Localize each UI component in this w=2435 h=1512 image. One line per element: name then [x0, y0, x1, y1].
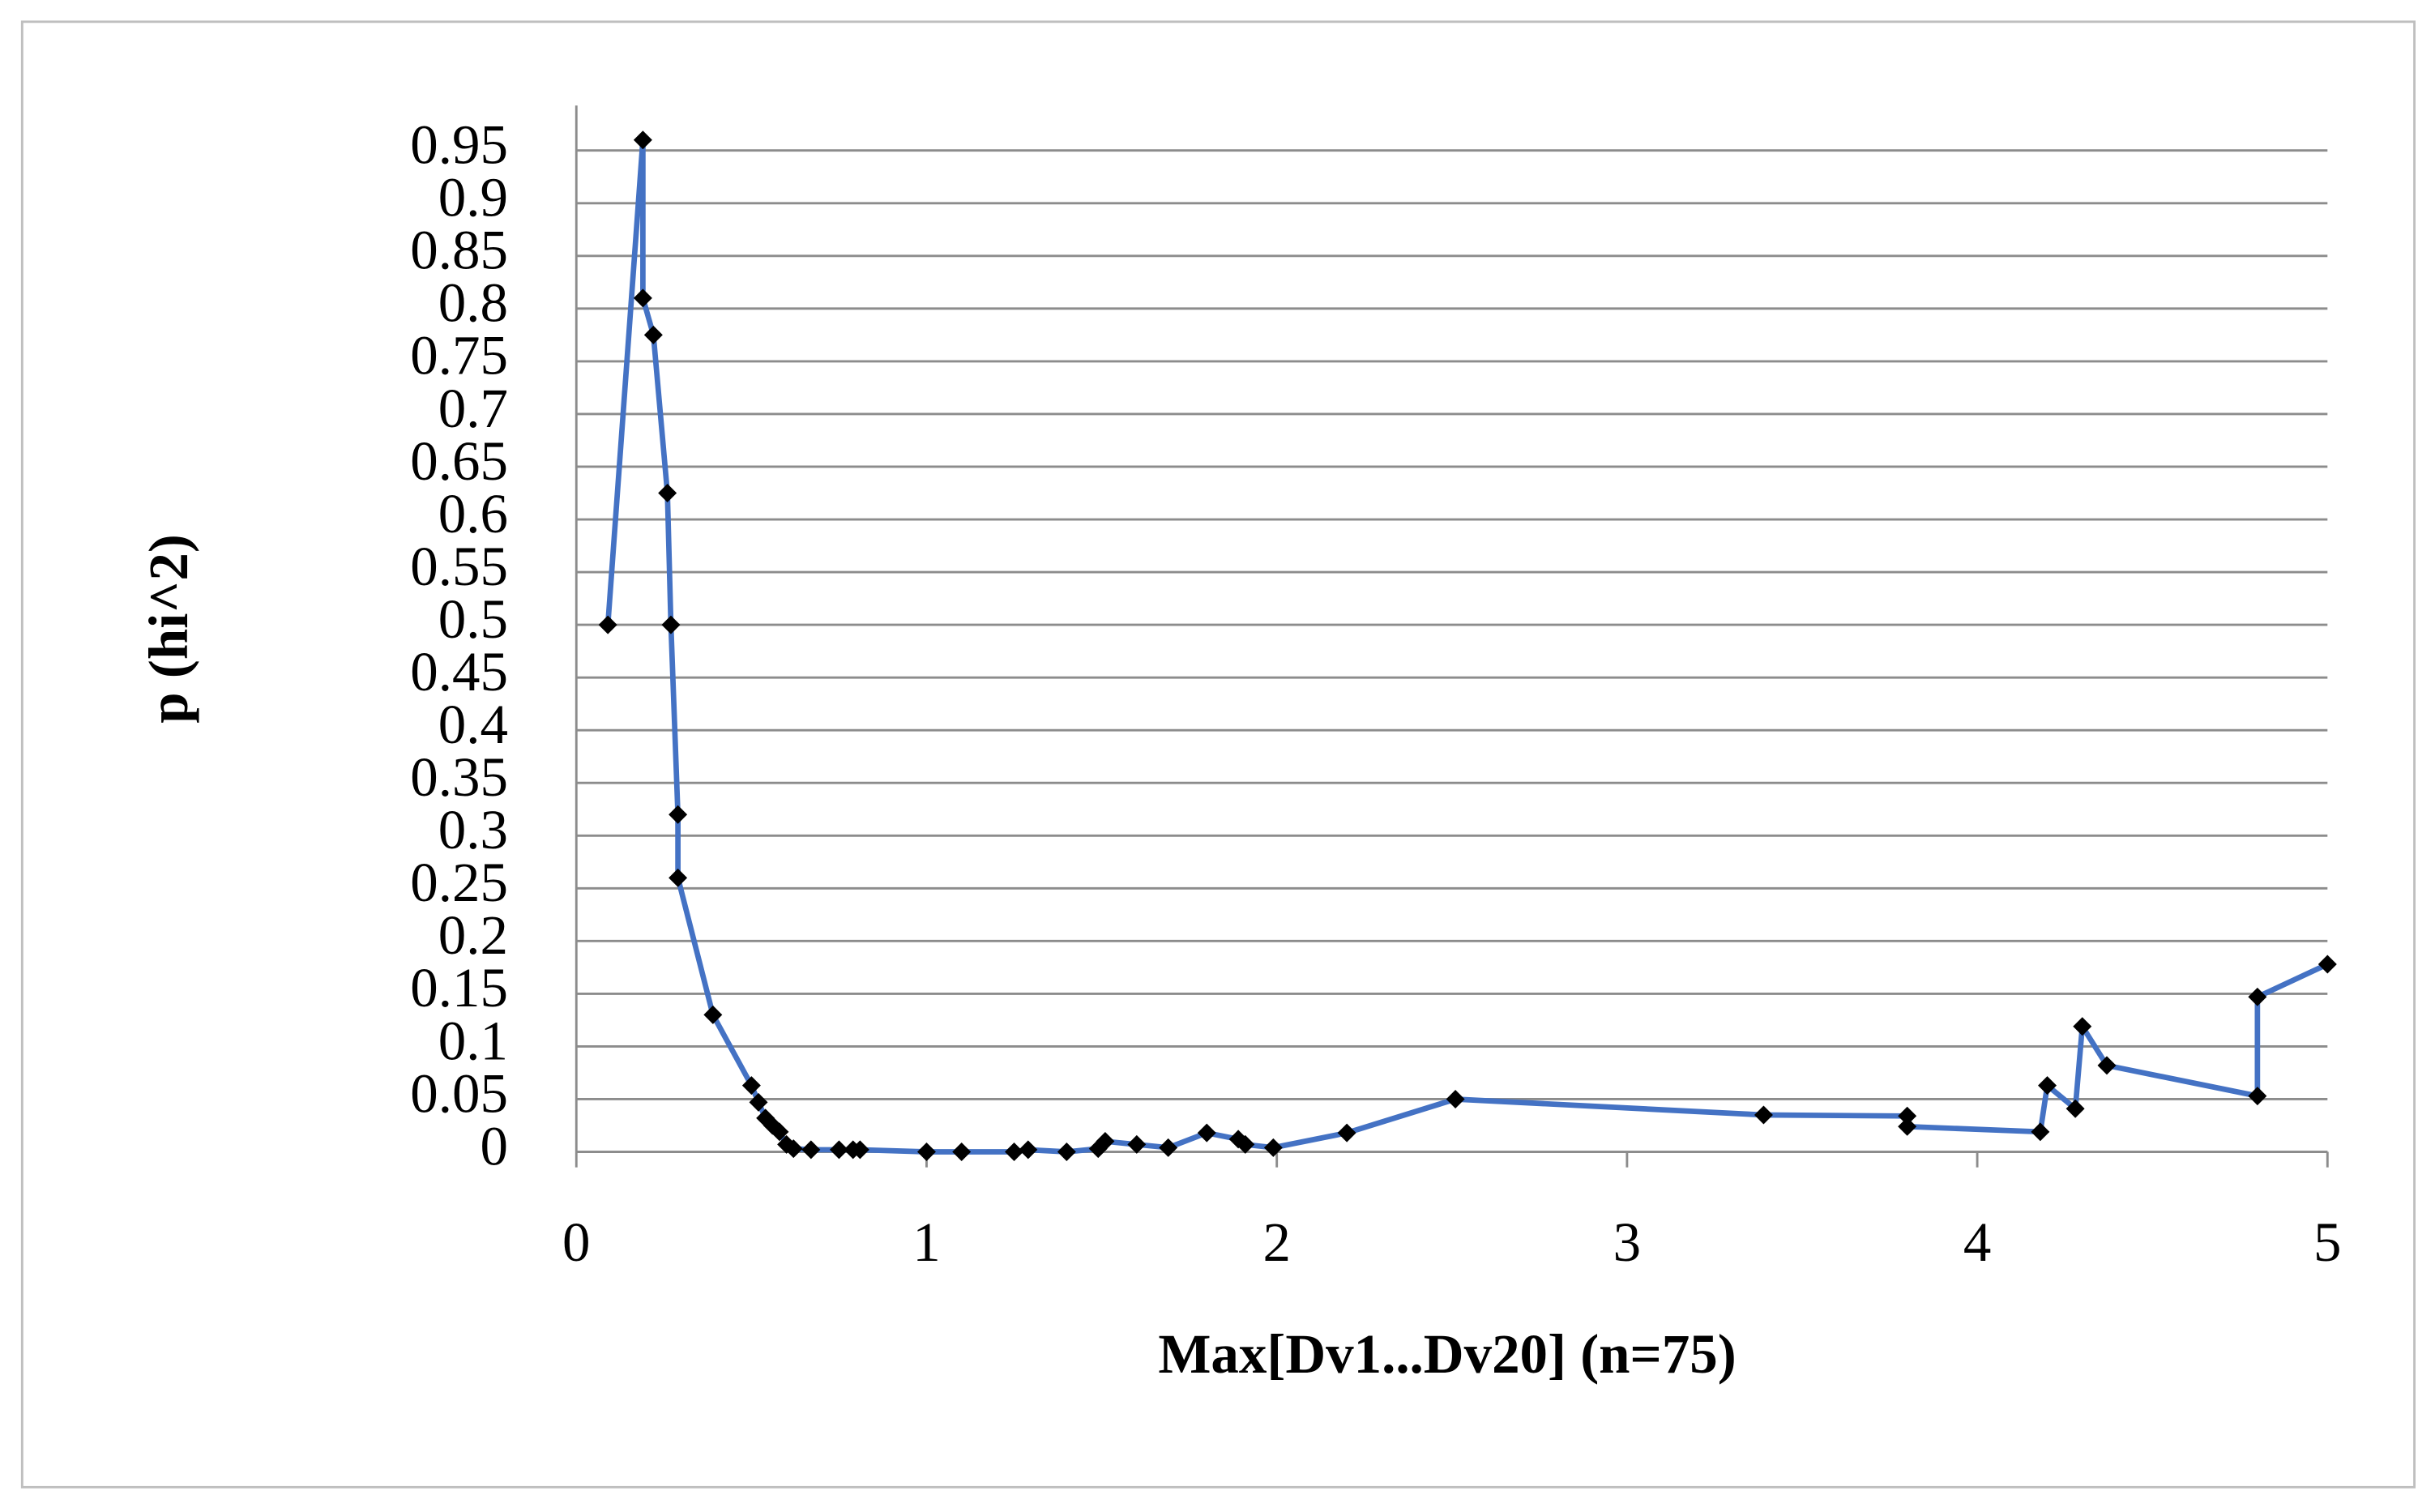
y-tick-label: 0.4 [438, 694, 508, 755]
x-tick-label: 2 [1262, 1211, 1290, 1273]
y-tick-label: 0.05 [410, 1062, 508, 1124]
data-point [1263, 1138, 1283, 1157]
data-point [1337, 1123, 1356, 1143]
data-point [598, 615, 617, 634]
data-point [1019, 1140, 1038, 1160]
x-axis-title: Max[Dv1...Dv20] (n=75) [1158, 1323, 1736, 1385]
data-point [2038, 1076, 2057, 1096]
data-point [1159, 1138, 1178, 1157]
data-point [1898, 1106, 1917, 1125]
data-point [2248, 1087, 2267, 1106]
data-point [784, 1139, 803, 1159]
x-tick-label: 5 [2313, 1211, 2341, 1273]
y-tick-label: 0.1 [438, 1010, 508, 1071]
data-point [2031, 1122, 2050, 1142]
y-tick-label: 0.15 [410, 957, 508, 1019]
y-tick-label: 0 [480, 1115, 507, 1177]
data-point [741, 1076, 761, 1096]
y-tick-label: 0.7 [438, 378, 508, 439]
y-tick-label: 0.45 [410, 641, 508, 703]
data-point [1236, 1134, 1255, 1154]
data-point [1898, 1117, 1917, 1136]
y-tick-label: 0.95 [410, 114, 508, 176]
y-tick-label: 0.2 [438, 904, 508, 966]
data-point [770, 1122, 789, 1142]
y-tick-label: 0.9 [438, 167, 508, 229]
data-point [703, 1005, 723, 1024]
data-point [2318, 955, 2337, 974]
data-point [1096, 1132, 1115, 1151]
y-tick-label: 0.55 [410, 536, 508, 597]
data-point [2248, 987, 2267, 1006]
data-point [850, 1140, 869, 1160]
y-tick-label: 0.6 [438, 483, 508, 545]
data-point [633, 130, 652, 150]
data-point [1057, 1143, 1076, 1162]
data-point [2097, 1056, 2117, 1075]
data-point [669, 868, 688, 887]
y-tick-label: 0.3 [438, 799, 508, 861]
data-point [669, 805, 688, 824]
data-point [1754, 1105, 1773, 1125]
data-point [801, 1140, 821, 1160]
y-tick-label: 0.5 [438, 588, 508, 650]
x-tick-label: 3 [1613, 1211, 1641, 1273]
data-point [952, 1143, 972, 1162]
x-tick-label: 4 [1963, 1211, 1991, 1273]
data-point [1005, 1143, 1024, 1162]
y-tick-label: 0.65 [410, 430, 508, 492]
data-point [749, 1092, 768, 1112]
y-tick-label: 0.25 [410, 852, 508, 913]
chart-border [20, 20, 2416, 1489]
data-point [643, 325, 663, 344]
y-tick-label: 0.35 [410, 746, 508, 808]
y-tick-label: 0.8 [438, 272, 508, 334]
data-point [1197, 1123, 1216, 1143]
y-tick-label: 0.85 [410, 220, 508, 281]
data-point [2065, 1099, 2085, 1118]
data-point [1127, 1134, 1147, 1154]
data-point [916, 1143, 936, 1162]
x-tick-label: 1 [912, 1211, 940, 1273]
data-point [633, 288, 652, 308]
y-axis-title: p (hi^2) [138, 534, 199, 724]
data-point [661, 615, 681, 634]
y-tick-label: 0.75 [410, 325, 508, 387]
data-point [1446, 1089, 1465, 1108]
x-tick-label: 0 [562, 1211, 590, 1273]
data-point [829, 1140, 848, 1160]
data-point [658, 484, 677, 503]
data-point [2073, 1017, 2092, 1036]
